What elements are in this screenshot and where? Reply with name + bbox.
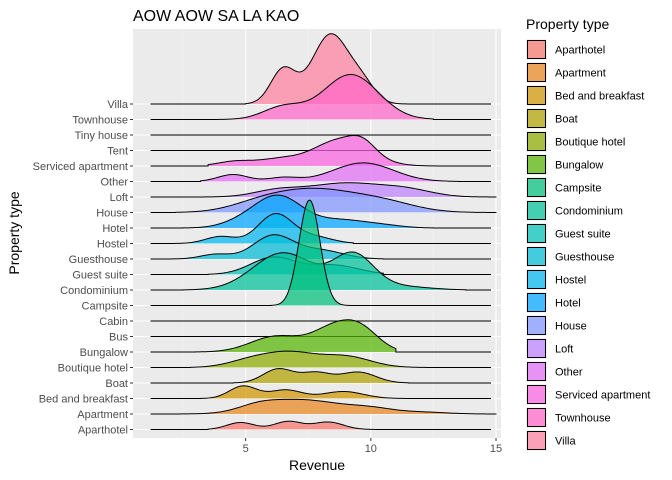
ridge-area-17: [208, 135, 459, 166]
ridge-area-21: [245, 33, 416, 105]
y-axis: Aparthotel Apartment Bed and breakfast Boat…: [33, 99, 133, 436]
ridge-area-3: [233, 368, 409, 383]
legend-label: Villa: [555, 436, 576, 448]
ridge-area-11: [170, 234, 384, 259]
legend-label: Bed and breakfast: [555, 91, 644, 103]
legend-label: Boat: [555, 114, 578, 126]
legend-key: [527, 224, 546, 243]
ridge-line-0: [150, 420, 491, 430]
ridge-line-17: [150, 134, 491, 167]
x-tick-label: 15: [490, 443, 502, 455]
y-tick-label: Other: [100, 176, 128, 188]
legend-label: Boutique hotel: [555, 137, 625, 149]
ridge-line-4: [150, 350, 491, 368]
legend-label: Loft: [555, 344, 573, 356]
legend-label: Apartment: [555, 68, 606, 80]
x-axis: 5 10 15: [243, 438, 502, 455]
y-tick-label: Bus: [109, 331, 128, 343]
legend-label: Campsite: [555, 183, 601, 195]
legend-key: [527, 362, 546, 381]
legend-label: Hotel: [555, 298, 581, 310]
y-tick-label: Serviced apartment: [33, 161, 128, 173]
legend-key: [527, 40, 546, 59]
ridge-line-3: [150, 368, 491, 384]
ridge-area-1: [165, 399, 496, 414]
legend-key: [527, 270, 546, 289]
legend-key: [527, 431, 546, 450]
ridge-line-2: [150, 385, 491, 399]
chart-title: AOW AOW SA LA KAO: [133, 8, 299, 25]
ridge-area-15: [190, 182, 496, 197]
ridge-area-16: [200, 162, 459, 182]
legend-label: Guest suite: [555, 229, 611, 241]
ridge-line-12: [150, 213, 491, 244]
y-tick-label: Bed and breakfast: [39, 393, 128, 405]
legend-key: [527, 132, 546, 151]
legend-label: Townhouse: [555, 413, 611, 425]
x-axis-title: Revenue: [289, 457, 345, 473]
legend-key: [527, 63, 546, 82]
legend-key: [527, 339, 546, 358]
ridges-layer: [150, 33, 497, 430]
legend-key: [527, 109, 546, 128]
y-tick-label: Guest suite: [72, 269, 128, 281]
legend-label: Serviced apartment: [555, 390, 650, 402]
y-tick-label: Tiny house: [75, 130, 128, 142]
y-axis-title: Property type: [6, 191, 22, 274]
legend-title: Property type: [526, 16, 609, 32]
legend-key: [527, 293, 546, 312]
y-tick-label: Loft: [110, 192, 128, 204]
ridge-line-15: [150, 182, 497, 198]
ridge-line-1: [150, 398, 497, 415]
y-tick-label: Hostel: [97, 238, 128, 250]
y-tick-label: Boat: [105, 378, 128, 390]
legend-label: House: [555, 321, 587, 333]
ridge-line-20: [150, 74, 491, 120]
ridge-area-8: [270, 200, 351, 306]
legend-key: [527, 155, 546, 174]
y-tick-label: Bungalow: [80, 347, 128, 359]
legend-key: [527, 385, 546, 404]
ridge-line-16: [150, 162, 491, 182]
y-tick-label: Boutique hotel: [58, 362, 128, 374]
ridge-line-9: [150, 251, 491, 291]
y-tick-label: Townhouse: [72, 114, 128, 126]
ridge-line-5: [150, 319, 491, 353]
ridge-area-4: [190, 351, 434, 368]
legend-label: Guesthouse: [555, 252, 614, 264]
legend-label: Condominium: [555, 206, 623, 218]
ridge-line-21: [150, 33, 491, 105]
legend-key: [527, 247, 546, 266]
legend-label: Other: [555, 367, 583, 379]
y-tick-label: Condominium: [60, 285, 128, 297]
ridge-area-2: [200, 385, 434, 399]
ridge-area-20: [208, 74, 434, 120]
y-tick-label: House: [96, 207, 128, 219]
y-tick-label: Hotel: [102, 223, 128, 235]
legend-key: [527, 316, 546, 335]
y-tick-label: Campsite: [82, 300, 128, 312]
y-tick-label: Cabin: [99, 316, 128, 328]
ridge-line-8: [150, 199, 491, 306]
legend-key: [527, 86, 546, 105]
legend-key: [527, 408, 546, 427]
ridge-area-0: [208, 421, 391, 430]
y-tick-label: Villa: [107, 99, 128, 111]
y-tick-label: Aparthotel: [78, 424, 128, 436]
legend-label: Hostel: [555, 275, 586, 287]
x-tick-label: 10: [365, 443, 377, 455]
x-tick-label: 5: [243, 443, 249, 455]
y-tick-label: Tent: [107, 145, 128, 157]
y-tick-label: Guesthouse: [69, 254, 128, 266]
legend-label: Bungalow: [555, 160, 603, 172]
legend-label: Aparthotel: [555, 45, 605, 57]
legend-key: [527, 201, 546, 220]
legend: Property type Aparthotel Apartment Bed and…: [526, 16, 650, 451]
legend-key: [527, 178, 546, 197]
y-tick-label: Apartment: [77, 409, 128, 421]
ridge-line-14: [150, 187, 497, 213]
